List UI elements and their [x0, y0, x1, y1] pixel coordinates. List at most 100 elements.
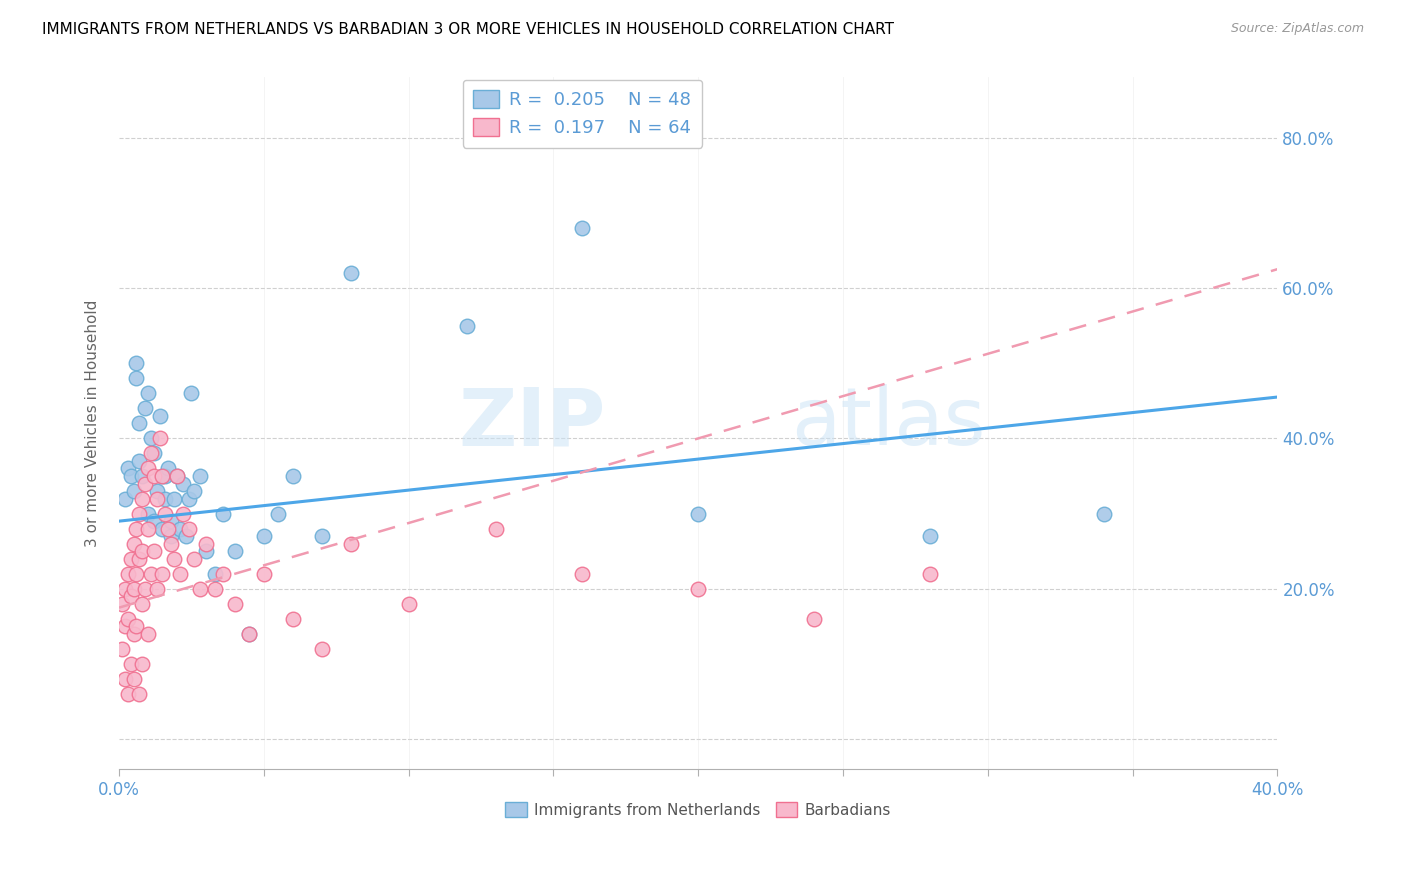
Legend: Immigrants from Netherlands, Barbadians: Immigrants from Netherlands, Barbadians — [499, 797, 897, 824]
Point — [136, 386, 159, 401]
Point — [134, 582, 156, 596]
Point — [111, 642, 134, 657]
Point — [204, 582, 226, 596]
Point — [142, 544, 165, 558]
Point — [160, 529, 183, 543]
Point — [149, 431, 172, 445]
Point — [120, 657, 142, 671]
Point — [339, 266, 361, 280]
Point — [114, 491, 136, 506]
Point — [688, 582, 710, 596]
Point — [145, 582, 167, 596]
Point — [131, 491, 153, 506]
Point — [125, 356, 148, 370]
Point — [571, 566, 593, 581]
Point — [139, 566, 162, 581]
Text: ZIP: ZIP — [458, 384, 606, 462]
Point — [803, 612, 825, 626]
Point — [128, 507, 150, 521]
Point — [311, 642, 333, 657]
Point — [142, 446, 165, 460]
Point — [172, 507, 194, 521]
Point — [177, 522, 200, 536]
Point — [194, 544, 217, 558]
Point — [122, 537, 145, 551]
Point — [145, 484, 167, 499]
Point — [238, 627, 260, 641]
Point — [204, 566, 226, 581]
Point — [183, 484, 205, 499]
Text: atlas: atlas — [792, 384, 986, 462]
Point — [136, 627, 159, 641]
Point — [142, 469, 165, 483]
Point — [188, 582, 211, 596]
Point — [122, 582, 145, 596]
Point — [152, 469, 174, 483]
Point — [163, 551, 186, 566]
Point — [117, 687, 139, 701]
Point — [253, 566, 276, 581]
Point — [1092, 507, 1115, 521]
Point — [281, 469, 304, 483]
Point — [111, 597, 134, 611]
Point — [120, 551, 142, 566]
Text: Source: ZipAtlas.com: Source: ZipAtlas.com — [1230, 22, 1364, 36]
Point — [155, 507, 177, 521]
Point — [142, 514, 165, 528]
Point — [145, 491, 167, 506]
Point — [194, 537, 217, 551]
Point — [136, 507, 159, 521]
Point — [155, 491, 177, 506]
Point — [122, 627, 145, 641]
Y-axis label: 3 or more Vehicles in Household: 3 or more Vehicles in Household — [86, 300, 100, 547]
Point — [117, 461, 139, 475]
Point — [122, 484, 145, 499]
Point — [125, 566, 148, 581]
Point — [128, 417, 150, 431]
Point — [122, 672, 145, 686]
Point — [918, 529, 941, 543]
Point — [125, 371, 148, 385]
Point — [166, 469, 188, 483]
Point — [172, 476, 194, 491]
Point — [155, 469, 177, 483]
Point — [125, 619, 148, 633]
Point — [134, 401, 156, 416]
Point — [117, 566, 139, 581]
Point — [174, 529, 197, 543]
Point — [212, 566, 235, 581]
Point — [149, 409, 172, 423]
Point — [131, 597, 153, 611]
Point — [152, 566, 174, 581]
Point — [139, 431, 162, 445]
Point — [180, 386, 202, 401]
Point — [134, 476, 156, 491]
Point — [169, 566, 191, 581]
Point — [224, 544, 246, 558]
Point — [125, 522, 148, 536]
Point — [131, 657, 153, 671]
Point — [117, 612, 139, 626]
Point — [163, 491, 186, 506]
Point — [160, 537, 183, 551]
Point — [128, 454, 150, 468]
Point — [120, 590, 142, 604]
Point — [169, 522, 191, 536]
Point — [212, 507, 235, 521]
Point — [128, 551, 150, 566]
Point — [238, 627, 260, 641]
Point — [484, 522, 506, 536]
Point — [128, 687, 150, 701]
Point — [136, 461, 159, 475]
Point — [339, 537, 361, 551]
Point — [157, 461, 180, 475]
Point — [152, 469, 174, 483]
Point — [114, 672, 136, 686]
Point — [114, 619, 136, 633]
Point — [456, 318, 478, 333]
Point — [311, 529, 333, 543]
Point — [253, 529, 276, 543]
Point — [131, 544, 153, 558]
Point — [157, 522, 180, 536]
Point — [281, 612, 304, 626]
